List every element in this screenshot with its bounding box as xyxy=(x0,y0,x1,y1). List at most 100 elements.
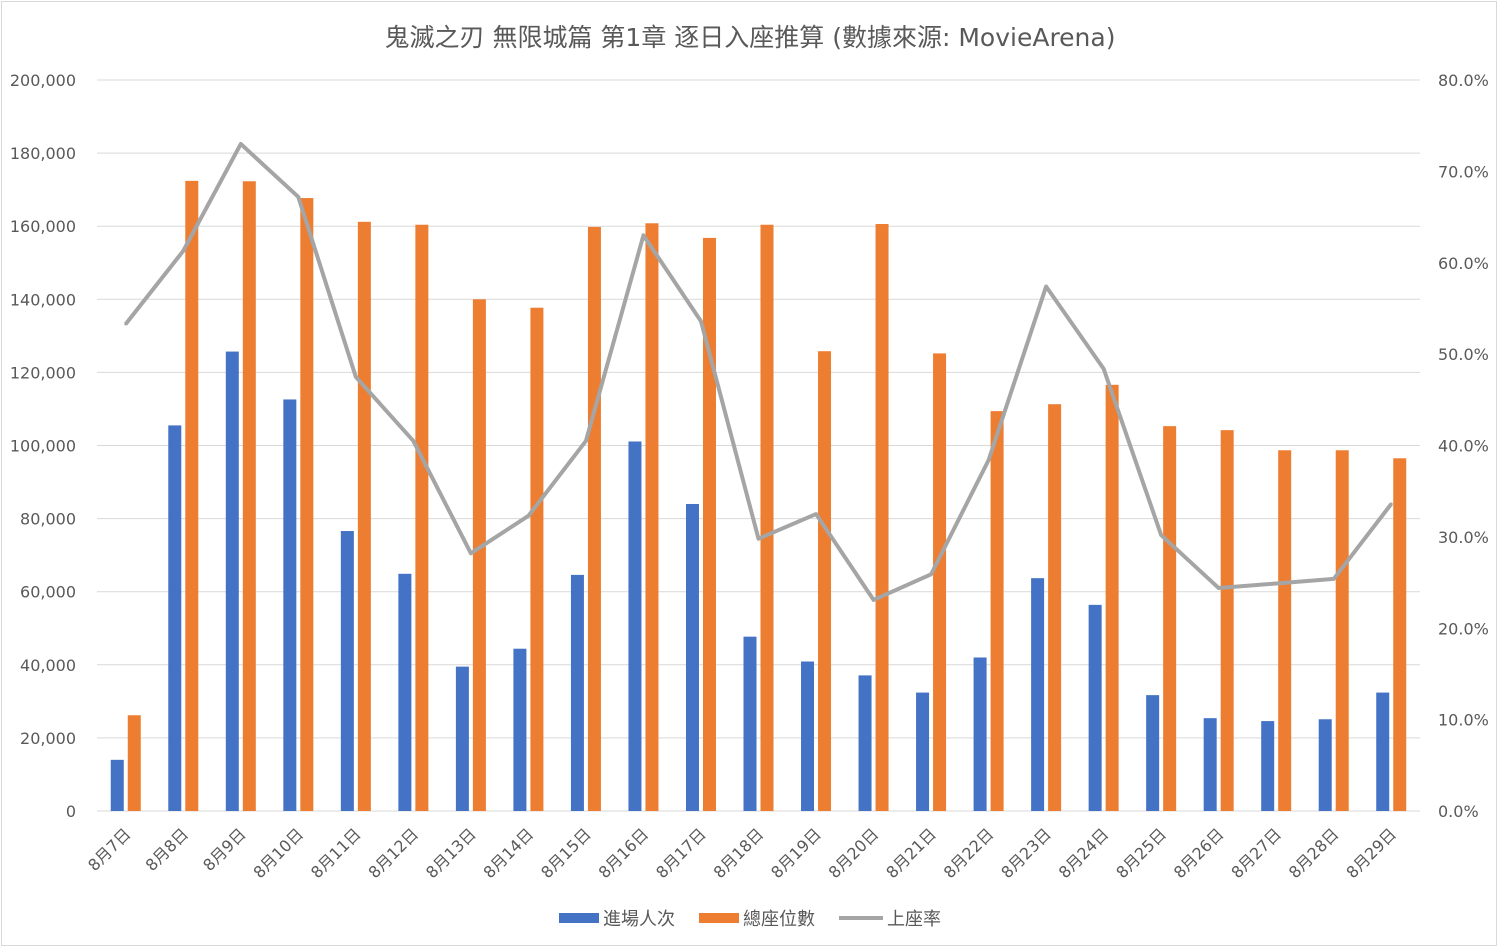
point-occupancy xyxy=(239,142,243,146)
bar-attendance xyxy=(1031,578,1045,811)
bar-seats xyxy=(1163,426,1177,811)
point-occupancy xyxy=(1332,577,1336,581)
y2-tick-label: 0.0% xyxy=(1438,802,1479,821)
bar-attendance xyxy=(973,657,987,811)
x-tick-label: 8月25日 xyxy=(1112,824,1170,882)
x-tick-label: 8月7日 xyxy=(84,824,134,874)
bar-seats xyxy=(1048,404,1062,811)
point-occupancy xyxy=(1159,533,1163,537)
bar-seats xyxy=(1335,450,1349,811)
point-occupancy xyxy=(814,512,818,516)
x-tick-label: 8月29日 xyxy=(1342,824,1400,882)
point-occupancy xyxy=(641,233,645,237)
bar-seats xyxy=(702,237,716,811)
legend-swatch-attendance xyxy=(559,913,599,923)
y-tick-label: 200,000 xyxy=(10,71,76,90)
y-tick-label: 0 xyxy=(66,802,76,821)
y2-tick-label: 60.0% xyxy=(1438,254,1489,273)
point-occupancy xyxy=(1389,502,1393,506)
point-occupancy xyxy=(699,319,703,323)
bar-attendance xyxy=(283,399,297,811)
bar-seats xyxy=(415,224,429,811)
point-occupancy xyxy=(929,572,933,576)
bar-seats xyxy=(185,180,199,812)
point-occupancy xyxy=(987,458,991,462)
bar-attendance xyxy=(916,692,930,811)
bar-attendance xyxy=(801,661,815,811)
legend-item-seats: 總座位數 xyxy=(699,905,815,931)
x-tick-label: 8月27日 xyxy=(1227,824,1285,882)
x-tick-label: 8月14日 xyxy=(480,824,538,882)
bar-attendance xyxy=(628,441,642,811)
y2-tick-label: 50.0% xyxy=(1438,345,1489,364)
point-occupancy xyxy=(1274,581,1278,585)
x-tick-label: 8月17日 xyxy=(652,824,710,882)
legend-swatch-seats xyxy=(699,913,739,923)
y-tick-label: 60,000 xyxy=(20,583,76,602)
point-occupancy xyxy=(1217,586,1221,590)
bar-seats xyxy=(242,181,256,811)
bar-attendance xyxy=(1088,604,1102,811)
point-occupancy xyxy=(124,322,128,326)
bar-attendance xyxy=(513,648,527,811)
x-tick-label: 8月19日 xyxy=(767,824,825,882)
y-tick-label: 140,000 xyxy=(10,290,76,309)
x-tick-label: 8月24日 xyxy=(1055,824,1113,882)
legend-label-occupancy: 上座率 xyxy=(887,909,941,930)
chart-title: 鬼滅之刃 無限城篇 第1章 逐日入座推算 (數據來源: MovieArena) xyxy=(384,23,1116,52)
chart-legend: 進場人次 總座位數 上座率 xyxy=(0,905,1500,931)
x-tick-label: 8月20日 xyxy=(825,824,883,882)
bar-seats xyxy=(1393,458,1407,811)
x-tick-label: 8月26日 xyxy=(1170,824,1228,882)
bar-attendance xyxy=(685,503,699,811)
point-occupancy xyxy=(584,439,588,443)
point-occupancy xyxy=(296,195,300,199)
x-tick-label: 8月28日 xyxy=(1285,824,1343,882)
x-tick-label: 8月12日 xyxy=(365,824,423,882)
bar-seats xyxy=(587,226,601,811)
point-occupancy xyxy=(872,598,876,602)
bar-attendance xyxy=(743,636,757,811)
x-tick-label: 8月8日 xyxy=(142,824,192,874)
bar-seats xyxy=(818,351,832,811)
bar-attendance xyxy=(340,531,354,811)
legend-label-seats: 總座位數 xyxy=(743,909,815,930)
x-tick-label: 8月16日 xyxy=(595,824,653,882)
bar-attendance xyxy=(1146,695,1160,811)
legend-label-attendance: 進場人次 xyxy=(603,909,675,930)
point-occupancy xyxy=(411,439,415,443)
legend-swatch-occupancy xyxy=(839,916,883,920)
bar-seats xyxy=(300,198,314,811)
y-tick-label: 80,000 xyxy=(20,510,76,529)
x-tick-label: 8月13日 xyxy=(422,824,480,882)
x-tick-label: 8月18日 xyxy=(710,824,768,882)
y2-tick-label: 10.0% xyxy=(1438,711,1489,730)
x-tick-label: 8月10日 xyxy=(249,824,307,882)
bar-seats xyxy=(472,299,486,811)
bar-seats xyxy=(645,223,659,811)
y2-tick-label: 80.0% xyxy=(1438,71,1489,90)
bar-attendance xyxy=(455,666,469,811)
y2-tick-label: 70.0% xyxy=(1438,162,1489,181)
point-occupancy xyxy=(526,514,530,518)
point-occupancy xyxy=(354,375,358,379)
y2-tick-label: 30.0% xyxy=(1438,528,1489,547)
bar-attendance xyxy=(225,351,239,811)
legend-item-attendance: 進場人次 xyxy=(559,905,675,931)
y-tick-label: 20,000 xyxy=(20,729,76,748)
bar-seats xyxy=(990,411,1004,811)
y2-tick-label: 40.0% xyxy=(1438,437,1489,456)
point-occupancy xyxy=(469,551,473,555)
x-tick-label: 8月15日 xyxy=(537,824,595,882)
bar-seats xyxy=(760,224,774,811)
bar-seats xyxy=(357,221,371,812)
y-tick-label: 160,000 xyxy=(10,217,76,236)
bar-attendance xyxy=(858,675,872,811)
bar-seats xyxy=(933,353,947,811)
bar-attendance xyxy=(1261,721,1275,811)
bar-attendance xyxy=(398,573,412,811)
bar-attendance xyxy=(1203,718,1217,811)
bar-seats xyxy=(1220,430,1234,811)
x-tick-label: 8月23日 xyxy=(997,824,1055,882)
